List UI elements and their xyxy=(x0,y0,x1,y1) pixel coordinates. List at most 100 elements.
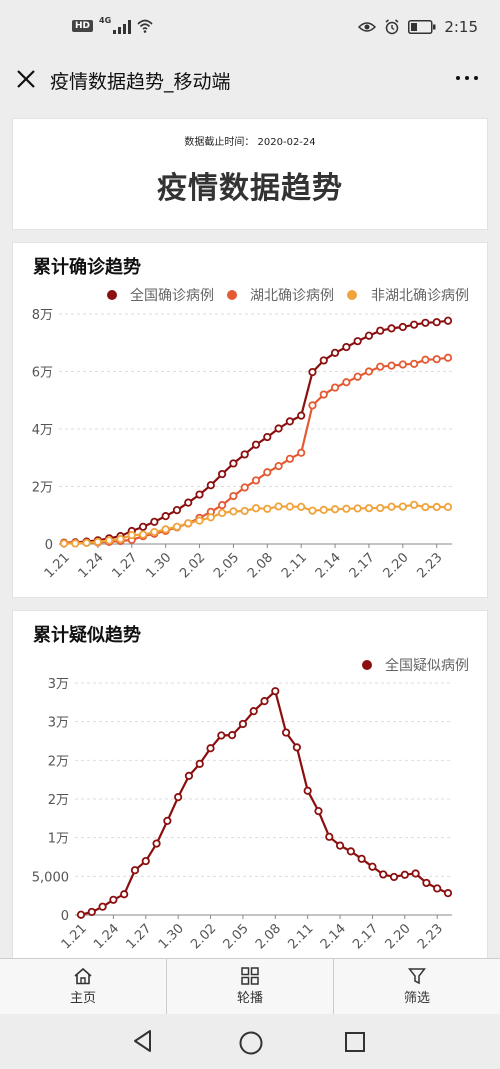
series-line xyxy=(80,690,449,916)
y-tick-label: 3万 xyxy=(48,716,69,731)
data-point xyxy=(228,731,237,740)
data-point xyxy=(410,500,419,509)
data-point xyxy=(342,378,351,387)
alarm-icon xyxy=(385,19,399,35)
data-point xyxy=(376,326,385,335)
data-point xyxy=(152,839,161,848)
x-tick-label: 2.11 xyxy=(285,921,316,952)
data-point xyxy=(330,348,340,357)
data-point xyxy=(387,324,396,333)
data-point xyxy=(353,504,362,513)
x-tick-label: 1.30 xyxy=(143,550,174,581)
data-point xyxy=(297,502,306,511)
data-point xyxy=(109,895,118,904)
data-point xyxy=(421,318,430,327)
data-point xyxy=(240,506,249,516)
x-tick-label: 1.27 xyxy=(110,550,141,581)
back-icon[interactable] xyxy=(130,1028,156,1054)
data-point xyxy=(218,501,227,510)
legend-label: 全国疑似病例 xyxy=(385,657,469,674)
data-point xyxy=(184,519,193,528)
battery-icon xyxy=(408,20,436,34)
data-point xyxy=(71,539,80,548)
data-point xyxy=(342,342,351,352)
wifi-icon xyxy=(137,19,153,33)
data-point xyxy=(271,687,280,696)
tab-carousel-label: 轮播 xyxy=(236,991,263,1006)
data-point xyxy=(389,872,399,882)
data-point xyxy=(335,841,345,850)
chart-title-suspected: 累计疑似趋势 xyxy=(33,625,141,646)
title-bar: 疫情数据趋势_移动端 xyxy=(0,58,500,104)
y-tick-label: 5,000 xyxy=(32,870,69,885)
data-point xyxy=(398,360,407,369)
data-point xyxy=(364,331,374,340)
data-point xyxy=(432,318,441,327)
data-point xyxy=(229,507,238,516)
data-point xyxy=(172,522,182,531)
x-tick-label: 2.11 xyxy=(279,550,310,581)
suspected-trend-chart: 0 5,000 1万 2万 2万 3万 3万 1.21 1.24 1.27 1.30 2.02 2.05… xyxy=(32,657,469,952)
data-point xyxy=(387,502,396,511)
data-point xyxy=(400,870,409,879)
tab-filter[interactable]: 筛选 xyxy=(334,959,500,1014)
data-point xyxy=(274,424,283,433)
data-point xyxy=(281,728,291,737)
data-cutoff-date: 数据截止时间： 2020-02-24 xyxy=(184,137,316,148)
x-tick-label: 1.27 xyxy=(124,921,155,952)
data-point xyxy=(422,878,431,888)
x-tick-label: 2.17 xyxy=(347,550,378,581)
x-tick-label: 1.24 xyxy=(76,550,107,581)
status-time: 2:15 xyxy=(444,18,478,36)
data-point xyxy=(308,506,317,515)
x-tick-label: 2.14 xyxy=(313,550,344,581)
y-tick-label: 8万 xyxy=(32,308,53,323)
x-tick-label: 1.30 xyxy=(156,921,187,952)
data-point xyxy=(308,367,317,377)
data-point xyxy=(206,513,215,522)
data-point xyxy=(410,359,419,368)
suspected-trend-card: 累计疑似趋势 0 5,000 1万 2万 2万 3万 3万 1.21 1.24 1.27 1.30 2… xyxy=(12,610,488,970)
series-line xyxy=(63,356,449,545)
data-point xyxy=(330,383,340,392)
data-point xyxy=(98,902,107,911)
data-point xyxy=(443,353,453,362)
legend-label: 非湖北确诊病例 xyxy=(371,288,469,304)
data-point xyxy=(240,483,249,492)
home-circle-icon[interactable] xyxy=(238,1030,264,1056)
legend-marker xyxy=(362,660,372,670)
status-bar: HD 4G 2:15 xyxy=(0,0,500,58)
data-point xyxy=(138,522,148,531)
tab-carousel[interactable]: 轮播 xyxy=(167,959,334,1014)
x-tick-label: 2.20 xyxy=(383,921,414,952)
y-tick-label: 4万 xyxy=(32,423,53,438)
data-point xyxy=(432,502,441,512)
data-point xyxy=(319,356,328,365)
more-options-icon[interactable] xyxy=(456,76,478,80)
x-tick-label: 1.24 xyxy=(91,921,122,952)
recent-apps-icon[interactable] xyxy=(344,1031,366,1053)
data-point xyxy=(330,505,340,514)
data-point xyxy=(297,411,306,420)
y-tick-label: 2万 xyxy=(48,793,69,808)
home-icon xyxy=(74,967,92,985)
data-point xyxy=(218,508,227,518)
x-tick-label: 2.23 xyxy=(415,921,446,952)
y-tick-label: 1万 xyxy=(48,832,69,847)
close-icon[interactable] xyxy=(14,67,38,91)
data-point xyxy=(285,454,294,463)
data-point xyxy=(376,362,385,371)
data-point xyxy=(127,530,136,540)
data-point xyxy=(184,498,193,507)
y-tick-label: 2万 xyxy=(32,481,53,496)
data-point xyxy=(443,316,453,325)
bottom-tab-bar: 主页 轮播 筛选 xyxy=(0,958,500,1014)
data-point xyxy=(314,807,323,816)
tab-home[interactable]: 主页 xyxy=(0,959,167,1014)
legend-marker xyxy=(347,290,357,300)
data-point xyxy=(433,884,442,893)
data-point xyxy=(138,530,148,539)
data-point xyxy=(387,361,396,370)
data-point xyxy=(229,459,238,468)
